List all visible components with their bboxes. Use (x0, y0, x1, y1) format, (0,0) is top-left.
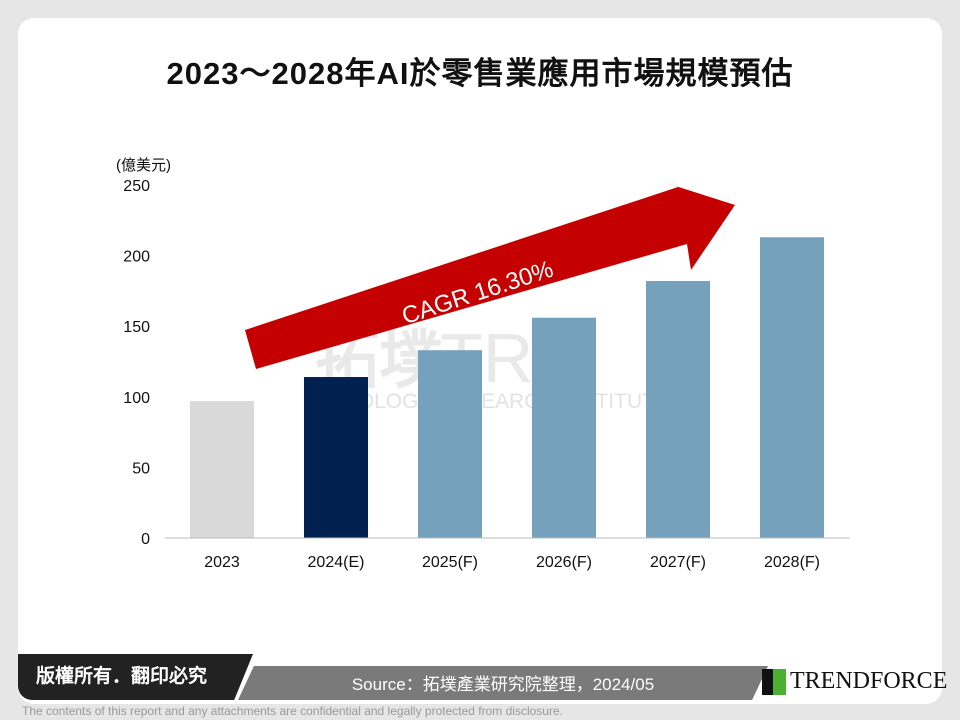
bar-2027(F) (646, 281, 710, 538)
x-tick-label: 2024(E) (308, 554, 365, 571)
trendforce-logo: TrendForce (762, 668, 947, 695)
x-tick-label: 2023 (204, 554, 240, 571)
logo-text: TrendForce (790, 668, 948, 694)
disclaimer: The contents of this report and any atta… (22, 704, 563, 718)
y-tick-label: 100 (123, 390, 150, 407)
trendforce-logo-icon (762, 668, 786, 695)
cagr-arrow (245, 183, 735, 369)
y-tick-label: 0 (141, 531, 150, 548)
source-banner: Source：拓墣產業研究院整理，2024/05 (238, 666, 768, 700)
y-tick-label: 150 (123, 319, 150, 336)
copyright-banner: 版權所有．翻印必究 (18, 654, 253, 700)
x-tick-label: 2027(F) (650, 554, 706, 571)
bar-2024(E) (304, 377, 368, 538)
bar-2023 (190, 401, 254, 538)
x-tick-label: 2028(F) (764, 554, 820, 571)
bar-2028(F) (760, 237, 824, 538)
y-tick-label: 50 (132, 460, 150, 477)
y-tick-label: 250 (123, 178, 150, 195)
bar-2025(F) (418, 350, 482, 538)
chart-title: 2023～2028年AI於零售業應用市場規模預估 (166, 56, 794, 91)
watermark-en: TOPOLOGY RESEARCH INSTITUTE (315, 390, 669, 413)
bar-2026(F) (532, 317, 596, 538)
x-tick-label: 2026(F) (536, 554, 592, 571)
y-tick-label: 200 (123, 249, 150, 266)
x-tick-label: 2025(F) (422, 554, 478, 571)
y-axis-unit: (億美元) (116, 157, 171, 174)
